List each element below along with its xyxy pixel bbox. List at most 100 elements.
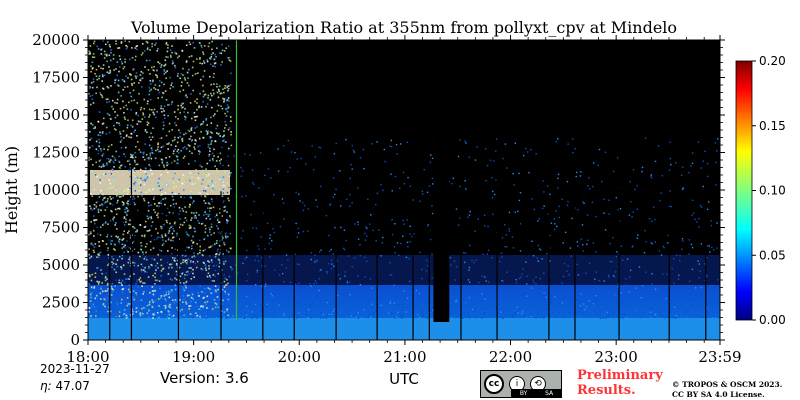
noise-pixel xyxy=(122,264,125,267)
noise-pixel xyxy=(121,239,123,241)
noise-pixel xyxy=(177,72,179,75)
aerosol-pixel xyxy=(349,205,351,207)
aerosol-pixel xyxy=(595,302,597,305)
noise-pixel xyxy=(210,245,212,248)
aerosol-pixel xyxy=(107,296,110,298)
noise-pixel xyxy=(163,83,165,86)
cc-icon: cc xyxy=(484,374,504,394)
noise-pixel xyxy=(164,71,167,74)
noise-pixel xyxy=(100,269,102,271)
noise-pixel xyxy=(123,309,126,311)
noise-pixel xyxy=(189,261,192,264)
noise-pixel xyxy=(131,313,134,315)
noise-pixel xyxy=(212,274,215,276)
noise-pixel xyxy=(125,206,128,209)
aerosol-pixel xyxy=(359,255,361,257)
aerosol-pixel xyxy=(199,314,201,317)
noise-pixel xyxy=(103,165,105,167)
aerosol-pixel xyxy=(592,185,594,188)
noise-pixel xyxy=(205,172,208,175)
noise-pixel xyxy=(90,70,92,73)
noise-pixel xyxy=(197,177,199,179)
noise-pixel xyxy=(180,73,183,75)
noise-pixel xyxy=(145,40,148,43)
aerosol-pixel xyxy=(243,316,245,319)
noise-pixel xyxy=(95,140,98,143)
noise-pixel xyxy=(129,275,132,277)
aerosol-pixel xyxy=(332,196,334,198)
noise-pixel xyxy=(194,182,196,185)
aerosol-pixel xyxy=(634,188,636,191)
noise-pixel xyxy=(164,306,167,309)
chart-title: Volume Depolarization Ratio at 355nm fro… xyxy=(130,18,677,37)
noise-pixel xyxy=(127,188,129,191)
cloud-gap xyxy=(548,207,550,340)
noise-pixel xyxy=(128,230,130,233)
aerosol-pixel xyxy=(99,159,102,161)
x-axis-label: UTC xyxy=(389,370,419,388)
noise-pixel xyxy=(176,232,178,235)
aerosol-pixel xyxy=(584,308,586,311)
noise-pixel xyxy=(94,126,97,128)
noise-pixel xyxy=(210,122,213,124)
noise-pixel xyxy=(143,151,145,154)
aerosol-pixel xyxy=(297,302,299,304)
noise-pixel xyxy=(230,131,232,133)
aerosol-pixel xyxy=(713,249,715,251)
noise-pixel xyxy=(226,86,228,89)
noise-pixel xyxy=(205,217,208,220)
aerosol-pixel xyxy=(307,296,309,299)
noise-pixel xyxy=(190,247,193,250)
aerosol-pixel xyxy=(670,205,673,208)
noise-pixel xyxy=(98,245,101,247)
aerosol-pixel xyxy=(704,150,706,152)
aerosol-pixel xyxy=(254,259,256,262)
aerosol-pixel xyxy=(459,217,461,219)
noise-pixel xyxy=(116,236,119,239)
aerosol-pixel xyxy=(316,286,318,289)
aerosol-pixel xyxy=(665,297,667,300)
aerosol-pixel xyxy=(390,173,392,175)
noise-pixel xyxy=(166,70,168,72)
noise-pixel xyxy=(188,305,190,307)
aerosol-pixel xyxy=(573,311,575,314)
aerosol-pixel xyxy=(219,162,222,165)
noise-pixel xyxy=(158,62,161,65)
noise-pixel xyxy=(165,293,168,296)
aerosol-pixel xyxy=(204,264,207,266)
noise-pixel xyxy=(159,187,161,190)
noise-pixel xyxy=(224,112,226,115)
date-label: 2023-11-27 xyxy=(40,362,110,376)
aerosol-pixel xyxy=(712,317,714,319)
aerosol-pixel xyxy=(353,151,356,153)
noise-pixel xyxy=(200,223,203,225)
noise-pixel xyxy=(176,259,179,262)
cloud-gap xyxy=(496,167,498,340)
noise-pixel xyxy=(162,92,165,95)
aerosol-pixel xyxy=(428,185,431,187)
aerosol-pixel xyxy=(240,166,242,169)
aerosol-pixel xyxy=(455,299,458,301)
noise-pixel xyxy=(138,82,140,84)
aerosol-pixel xyxy=(273,288,275,290)
aerosol-pixel xyxy=(561,282,563,284)
aerosol-pixel xyxy=(394,317,396,319)
noise-pixel xyxy=(90,242,93,245)
aerosol-pixel xyxy=(562,275,565,278)
aerosol-pixel xyxy=(149,155,152,157)
noise-pixel xyxy=(118,124,121,126)
aerosol-pixel xyxy=(136,280,138,283)
noise-pixel xyxy=(182,106,184,109)
aerosol-pixel xyxy=(221,303,223,305)
noise-pixel xyxy=(151,221,154,223)
noise-pixel xyxy=(206,295,209,298)
noise-pixel xyxy=(116,201,118,204)
noise-pixel xyxy=(190,140,193,142)
noise-pixel xyxy=(172,203,175,205)
noise-pixel xyxy=(101,131,104,133)
aerosol-pixel xyxy=(408,257,410,260)
aerosol-pixel xyxy=(465,188,467,190)
aerosol-pixel xyxy=(313,282,315,285)
noise-pixel xyxy=(174,121,176,124)
